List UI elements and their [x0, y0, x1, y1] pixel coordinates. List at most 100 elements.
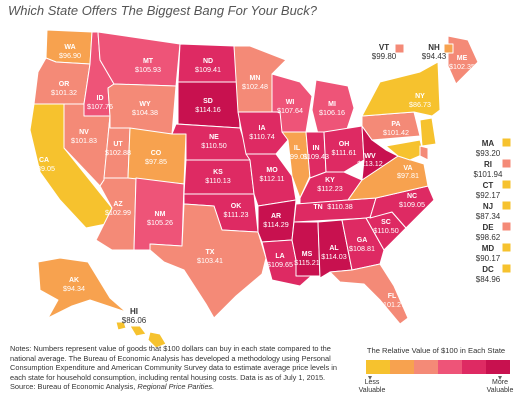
- label-IA-abbr: IA: [259, 125, 266, 132]
- label-KS-value: $110.13: [205, 176, 230, 185]
- label-NV-value: $101.83: [71, 136, 97, 145]
- label-CT-value: $92.17: [476, 191, 501, 200]
- label-AK-abbr: AK: [69, 277, 79, 284]
- label-MS-abbr: MS: [302, 251, 313, 258]
- swatch-NH: [443, 43, 454, 54]
- label-TX-abbr: TX: [206, 249, 215, 256]
- label-TN-value: $110.38: [327, 202, 352, 211]
- label-MA-abbr: MA: [482, 139, 495, 148]
- state-HI-2: [129, 325, 147, 337]
- label-UT-value: $102.88: [105, 148, 131, 157]
- label-VA-abbr: VA: [403, 165, 412, 172]
- label-KY-value: $112.23: [317, 184, 342, 193]
- swatch-DC: [501, 263, 512, 274]
- label-NE-value: $110.50: [201, 141, 226, 150]
- state-MT: [97, 31, 181, 87]
- label-WA-abbr: WA: [64, 44, 75, 51]
- label-CA-value: $89.05: [33, 164, 55, 173]
- label-WI-value: $107.64: [277, 106, 303, 115]
- label-HI-value: $86.06: [122, 316, 147, 325]
- state-GA: [341, 217, 385, 271]
- label-ID-value: $107.76: [87, 102, 113, 111]
- label-DC-abbr: DC: [482, 265, 494, 274]
- legend: [366, 360, 510, 380]
- label-KS-abbr: KS: [213, 169, 223, 176]
- label-MT-value: $105.93: [135, 65, 161, 74]
- label-MS-value: $115.21: [294, 258, 319, 267]
- label-SD-value: $114.16: [195, 105, 220, 114]
- label-RI-value: $101.94: [474, 170, 503, 179]
- label-MA-value: $93.20: [476, 149, 501, 158]
- more-arrow-icon: [498, 376, 502, 380]
- label-NH-abbr: NH: [428, 43, 440, 52]
- label-VT-value: $99.80: [372, 52, 397, 61]
- label-TN-abbr: TN: [313, 204, 322, 211]
- label-MN-abbr: MN: [250, 75, 261, 82]
- label-MD-abbr: MD: [482, 244, 495, 253]
- label-SD-abbr: SD: [203, 98, 213, 105]
- label-WV-abbr: WV: [364, 153, 376, 160]
- legend-swatch-6: [486, 360, 510, 374]
- label-CO-value: $97.85: [145, 157, 167, 166]
- label-AL-abbr: AL: [329, 245, 339, 252]
- label-DE-value: $98.62: [476, 233, 501, 242]
- page-title: Which State Offers The Biggest Bang For …: [8, 3, 318, 18]
- label-FL-value: $101.27: [379, 300, 405, 309]
- label-OH-abbr: OH: [339, 141, 350, 148]
- label-GA-abbr: GA: [357, 237, 368, 244]
- label-MO-abbr: MO: [266, 167, 278, 174]
- label-AK-value: $94.34: [63, 284, 85, 293]
- label-NV-abbr: NV: [79, 129, 89, 136]
- label-AZ-abbr: AZ: [113, 201, 123, 208]
- label-WY-abbr: WY: [139, 101, 151, 108]
- label-MT-abbr: MT: [143, 58, 154, 65]
- label-ID-abbr: ID: [97, 95, 104, 102]
- label-RI-abbr: RI: [484, 160, 492, 169]
- label-LA-abbr: LA: [275, 253, 284, 260]
- label-IL-abbr: IL: [294, 145, 301, 152]
- label-MI-value: $106.16: [319, 108, 345, 117]
- less-arrow-icon: [368, 376, 372, 380]
- legend-swatch-3: [414, 360, 438, 374]
- label-ME-value: $102.35: [449, 62, 475, 71]
- label-SC-abbr: SC: [381, 219, 391, 226]
- label-ND-value: $109.41: [195, 65, 221, 74]
- label-HI-abbr: HI: [130, 307, 138, 316]
- notes-source-prefix: Source: Bureau of Economic Analysis,: [10, 382, 138, 392]
- label-PA-value: $101.42: [383, 128, 409, 137]
- swatch-VT: [394, 43, 405, 54]
- legend-title: The Relative Value of $100 in Each State: [366, 346, 506, 355]
- label-WI-abbr: WI: [286, 99, 295, 106]
- label-WV-value: $113.12: [357, 159, 382, 168]
- swatch-NJ: [501, 200, 512, 211]
- label-OK-value: $111.23: [224, 210, 249, 219]
- label-NJ-abbr: NJ: [483, 202, 493, 211]
- label-MN-value: $102.48: [242, 82, 268, 91]
- label-FL-abbr: FL: [388, 293, 397, 300]
- label-UT-abbr: UT: [113, 141, 123, 148]
- state-TX: [149, 203, 267, 319]
- label-NM-value: $105.26: [147, 218, 173, 227]
- label-CO-abbr: CO: [151, 150, 162, 157]
- label-KY-abbr: KY: [325, 177, 335, 184]
- label-OR-abbr: OR: [59, 81, 70, 88]
- state-DE: [419, 145, 429, 161]
- label-TX-value: $103.41: [197, 256, 223, 265]
- legend-more-label: More Valuable: [486, 379, 514, 394]
- state-MD: [385, 139, 425, 161]
- label-NC-value: $109.05: [399, 200, 425, 209]
- label-IN-value: $109.43: [303, 152, 329, 161]
- label-LA-value: $109.65: [267, 260, 293, 269]
- label-WA-value: $96.90: [59, 51, 81, 60]
- label-CA-abbr: CA: [39, 157, 49, 164]
- label-IN-abbr: IN: [313, 145, 320, 152]
- state-HI-1: [115, 321, 127, 331]
- label-NJ-value: $87.34: [476, 212, 501, 221]
- label-NC-abbr: NC: [407, 193, 417, 200]
- label-OR-value: $101.32: [51, 88, 77, 97]
- label-NE-abbr: NE: [209, 134, 219, 141]
- state-NJ: [419, 117, 437, 147]
- legend-swatch-4: [438, 360, 462, 374]
- notes-text: Notes: Numbers represent value of goods …: [10, 344, 337, 382]
